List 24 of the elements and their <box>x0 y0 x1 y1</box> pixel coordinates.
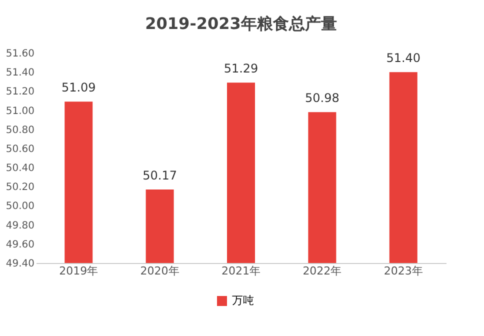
y-tick-label: 50.00 <box>6 201 34 212</box>
y-tick-label: 51.00 <box>6 106 34 117</box>
data-label: 50.98 <box>305 91 340 106</box>
y-tick-label: 50.40 <box>6 163 34 174</box>
data-label: 51.29 <box>224 62 258 76</box>
x-tick-label: 2023年 <box>384 264 423 278</box>
chart-title: 2019-2023年粮食总产量 <box>145 14 337 33</box>
data-label: 51.40 <box>386 51 421 66</box>
y-tick-label: 51.40 <box>6 68 34 79</box>
x-tick-label: 2019年 <box>59 264 98 278</box>
y-tick-label: 51.60 <box>6 48 34 60</box>
y-tick-label: 50.20 <box>6 182 34 194</box>
data-label: 51.09 <box>61 80 96 95</box>
x-tick-label: 2022年 <box>302 264 342 278</box>
y-tick-label: 51.20 <box>6 86 34 98</box>
y-tick-label: 50.60 <box>6 144 34 155</box>
y-tick-label: 49.40 <box>6 258 34 270</box>
x-tick-label: 2020年 <box>140 264 180 278</box>
y-tick-label: 49.60 <box>6 239 34 250</box>
x-tick-label: 2021年 <box>222 264 260 278</box>
legend-label: 万吨 <box>232 294 254 307</box>
y-tick-label: 50.80 <box>6 124 34 136</box>
data-label: 50.17 <box>142 168 177 182</box>
y-tick-label: 49.80 <box>6 220 34 232</box>
